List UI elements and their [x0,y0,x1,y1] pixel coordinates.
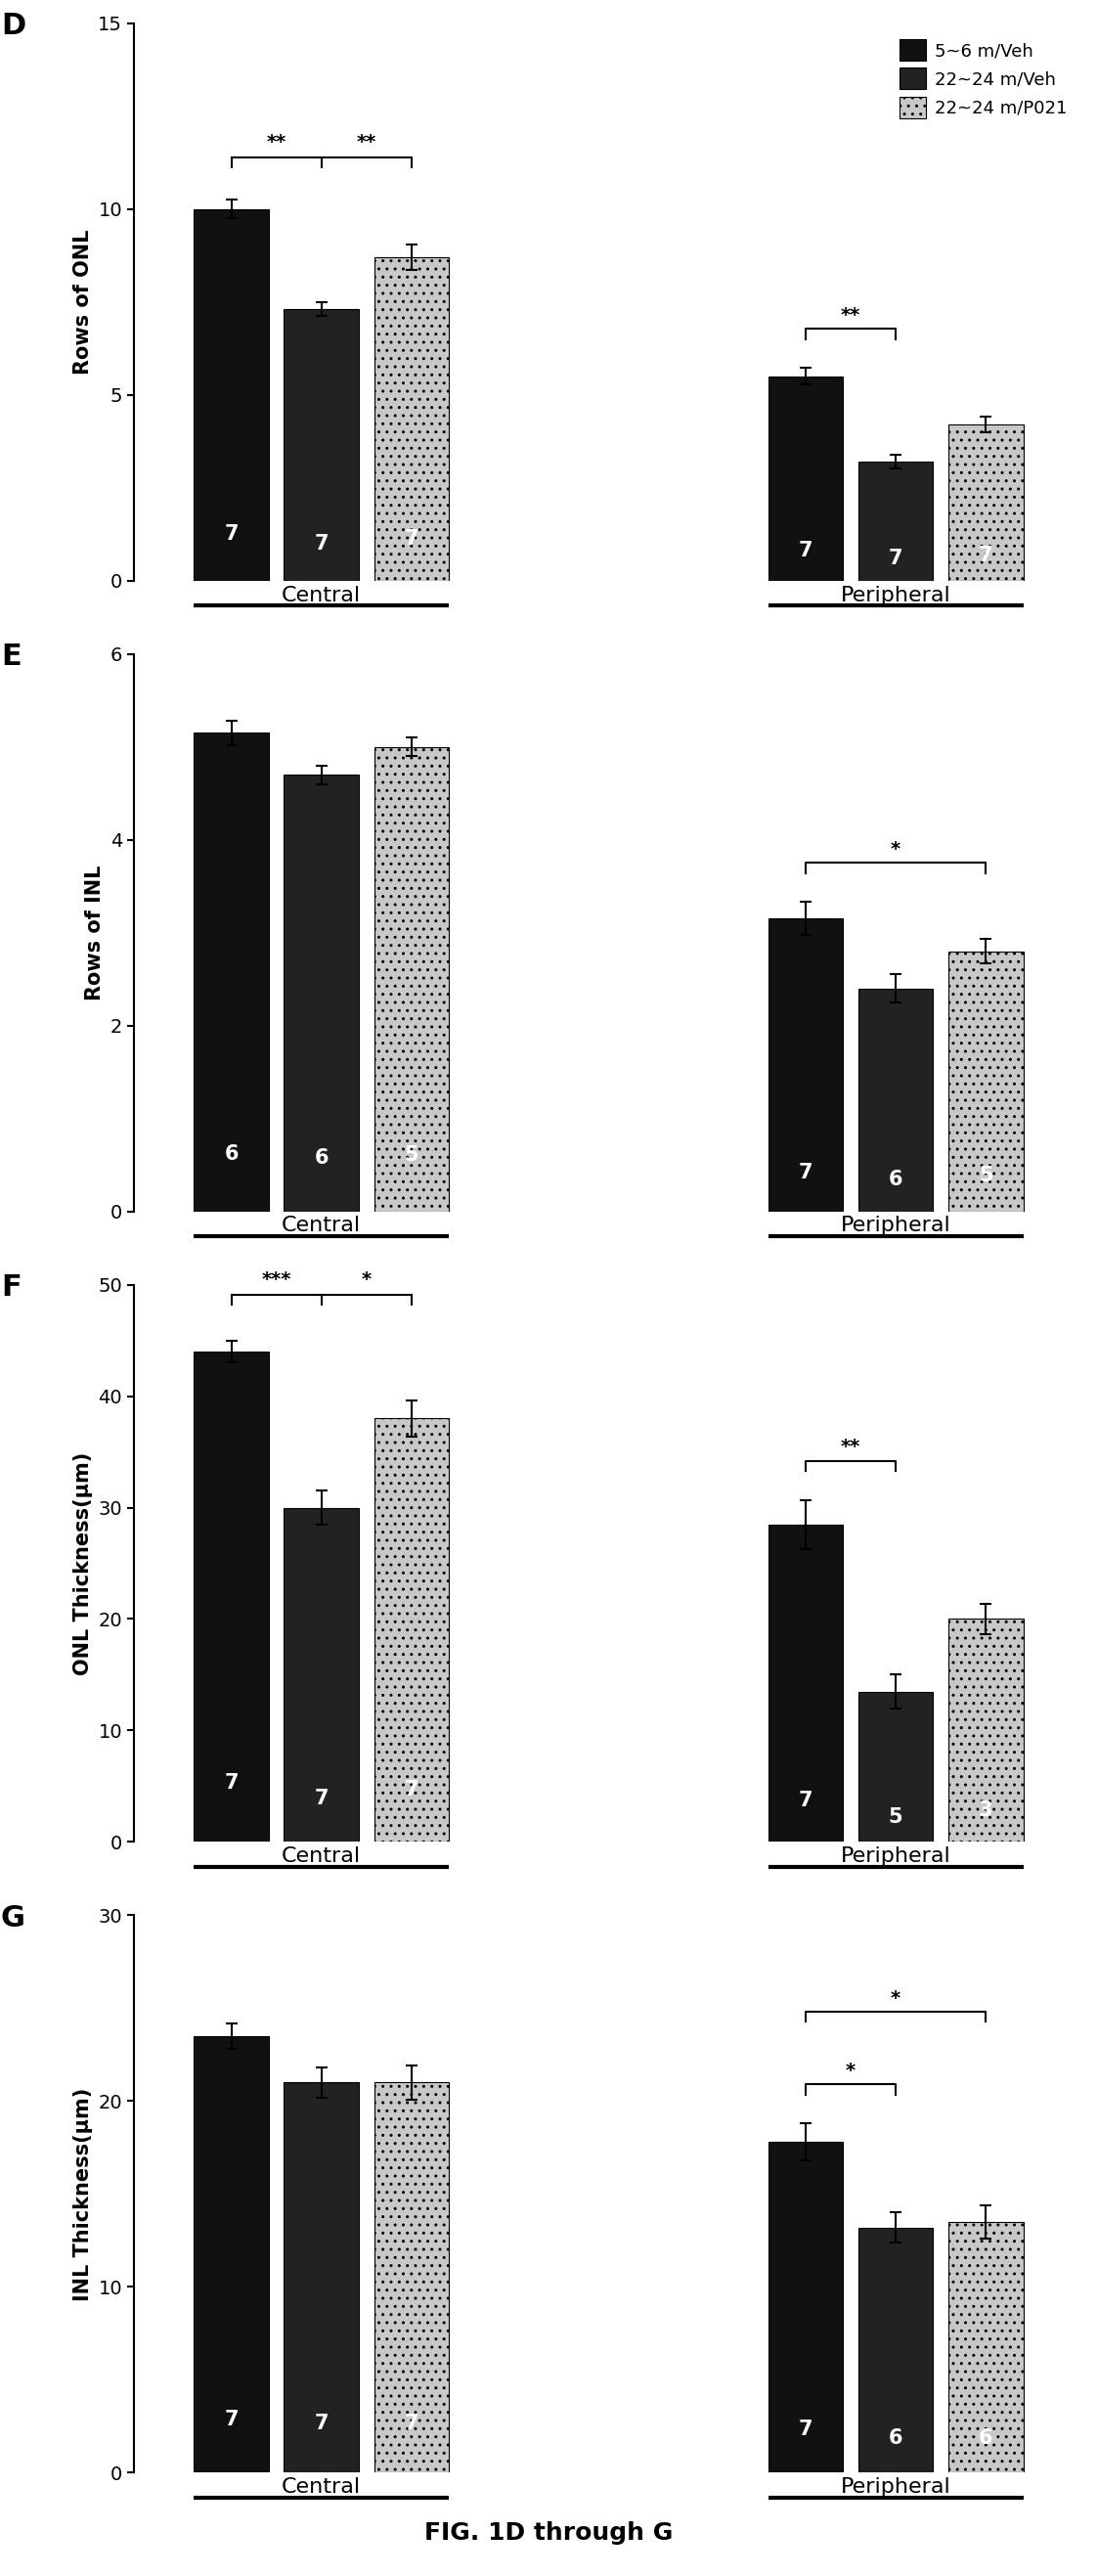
Text: 7: 7 [224,1772,238,1793]
Text: 5: 5 [888,1808,903,1826]
Y-axis label: Rows of INL: Rows of INL [86,866,104,999]
Text: 6: 6 [888,2429,903,2447]
Bar [194,1352,269,1842]
Text: 5: 5 [978,1167,993,1185]
Bar [859,1692,933,1842]
Bar [284,775,359,1211]
Text: 7: 7 [798,2419,813,2439]
Text: 3: 3 [978,1801,993,1819]
Text: 7: 7 [314,533,328,554]
Bar [374,2081,449,2473]
Bar [194,2035,269,2473]
Text: 7: 7 [404,528,418,549]
Bar [949,2223,1023,2473]
Text: 7: 7 [798,1790,813,1811]
Text: 7: 7 [314,2414,328,2434]
Text: 7: 7 [798,541,813,559]
Text: 7: 7 [404,1780,418,1801]
Text: **: ** [357,134,377,152]
Text: *: * [890,1989,900,2007]
Bar [194,734,269,1211]
Y-axis label: INL Thickness(μm): INL Thickness(μm) [74,2087,92,2300]
Bar [769,376,843,580]
Text: 5: 5 [404,1146,418,1164]
Text: F: F [1,1273,21,1301]
Bar [949,951,1023,1211]
Bar [949,1620,1023,1842]
Bar [374,747,449,1211]
Bar [769,920,843,1211]
Bar [374,1419,449,1842]
Bar [284,2081,359,2473]
Text: 7: 7 [798,1162,813,1182]
Text: ***: *** [261,1270,291,1288]
Text: 7: 7 [314,1788,328,1808]
Bar [859,461,933,580]
Text: 7: 7 [888,549,903,569]
Bar [769,1525,843,1842]
Bar [284,309,359,580]
Text: 6: 6 [314,1149,328,1167]
Text: **: ** [841,307,861,325]
Text: **: ** [841,1437,861,1455]
Text: *: * [845,2061,855,2079]
Bar [769,2143,843,2473]
Text: *: * [361,1270,371,1288]
Text: *: * [890,840,900,858]
Text: 7: 7 [978,546,993,564]
Bar [194,209,269,580]
Text: D: D [1,13,25,41]
Text: G: G [1,1904,25,1932]
Y-axis label: Rows of ONL: Rows of ONL [72,229,92,374]
Text: 6: 6 [888,1170,903,1190]
Text: 6: 6 [224,1144,238,1164]
Legend: 5~6 m/Veh, 22~24 m/Veh, 22~24 m/P021: 5~6 m/Veh, 22~24 m/Veh, 22~24 m/P021 [893,31,1075,126]
Y-axis label: ONL Thickness(μm): ONL Thickness(μm) [74,1453,92,1674]
Text: 7: 7 [224,2409,238,2429]
Bar [374,258,449,580]
Bar [949,425,1023,580]
Bar [284,1507,359,1842]
Bar [859,989,933,1211]
Text: 6: 6 [978,2429,993,2447]
Bar [859,2228,933,2473]
Text: **: ** [267,134,287,152]
Text: FIG. 1D through G: FIG. 1D through G [425,2522,673,2545]
Text: 7: 7 [224,523,238,544]
Text: E: E [1,644,21,672]
Text: 7: 7 [404,2414,418,2434]
